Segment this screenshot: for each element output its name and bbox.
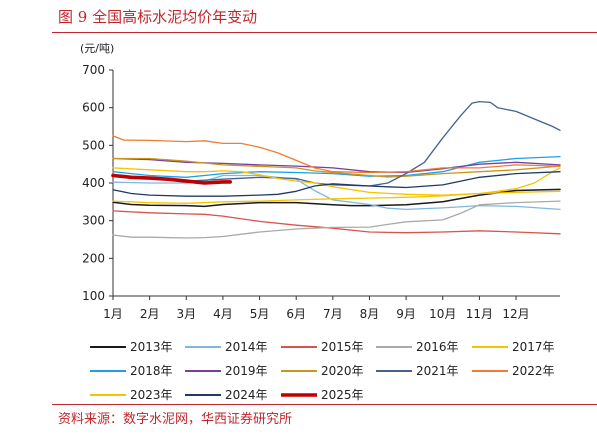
x-tick-label: 1月 bbox=[103, 307, 123, 321]
series-lines bbox=[111, 100, 561, 239]
y-unit-label: (元/吨) bbox=[80, 42, 114, 55]
series-line-2020 bbox=[112, 157, 561, 178]
y-tick-label: 500 bbox=[82, 138, 105, 152]
y-tick-label: 400 bbox=[82, 176, 105, 190]
legend-label: 2013年 bbox=[130, 340, 173, 354]
series-line-2023 bbox=[112, 167, 561, 196]
y-tick-label: 100 bbox=[82, 289, 105, 303]
legend-label: 2024年 bbox=[225, 388, 268, 402]
y-axis: 100 200 300 400 500 600 700 bbox=[82, 63, 114, 303]
legend-label: 2015年 bbox=[321, 340, 364, 354]
series-line-2015 bbox=[112, 210, 561, 235]
x-tick-label: 11月 bbox=[466, 307, 493, 321]
x-tick-label: 4月 bbox=[213, 307, 233, 321]
series-line-2021 bbox=[112, 100, 561, 187]
legend-label: 2017年 bbox=[512, 340, 555, 354]
series-line-2017 bbox=[112, 167, 561, 204]
x-axis: 1月 2月 3月 4月 5月 6月 7月 8月 9月 10月 11月 12月 bbox=[103, 295, 560, 321]
y-tick-label: 600 bbox=[82, 101, 105, 115]
y-tick-label: 700 bbox=[82, 63, 105, 77]
x-tick-label: 12月 bbox=[502, 307, 529, 321]
series-line-2019 bbox=[112, 157, 561, 174]
legend: 2013年 2014年 2015年 2016年 2017年 2018年 2019年 2020年… bbox=[90, 340, 555, 402]
x-tick-label: 2月 bbox=[140, 307, 160, 321]
series-line-2022 bbox=[112, 135, 561, 174]
x-tick-label: 3月 bbox=[176, 307, 196, 321]
legend-label: 2019年 bbox=[225, 364, 268, 378]
x-tick-label: 10月 bbox=[429, 307, 456, 321]
series-line-2016 bbox=[112, 200, 561, 239]
legend-label: 2014年 bbox=[225, 340, 268, 354]
x-tick-label: 7月 bbox=[323, 307, 343, 321]
legend-label: 2021年 bbox=[416, 364, 459, 378]
title-rule bbox=[52, 32, 597, 33]
legend-label: 2022年 bbox=[512, 364, 555, 378]
legend-label: 2018年 bbox=[130, 364, 173, 378]
x-tick-label: 9月 bbox=[396, 307, 416, 321]
legend-label: 2020年 bbox=[321, 364, 364, 378]
x-tick-label: 5月 bbox=[250, 307, 270, 321]
y-tick-label: 300 bbox=[82, 214, 105, 228]
figure-title: 图 9 全国高标水泥均价年变动 bbox=[58, 8, 258, 26]
legend-label: 2023年 bbox=[130, 388, 173, 402]
source-note: 资料来源：数字水泥网，华西证券研究所 bbox=[58, 412, 293, 427]
series-line-2018 bbox=[112, 155, 561, 178]
x-tick-label: 8月 bbox=[360, 307, 380, 321]
legend-label: 2025年 bbox=[321, 388, 364, 402]
series-line-2024 bbox=[112, 171, 561, 197]
legend-label: 2016年 bbox=[416, 340, 459, 354]
y-tick-label: 200 bbox=[82, 251, 105, 265]
series-line-2025 bbox=[111, 173, 232, 185]
series-line-2013 bbox=[112, 188, 561, 208]
x-tick-label: 6月 bbox=[286, 307, 306, 321]
source-rule bbox=[52, 404, 597, 405]
